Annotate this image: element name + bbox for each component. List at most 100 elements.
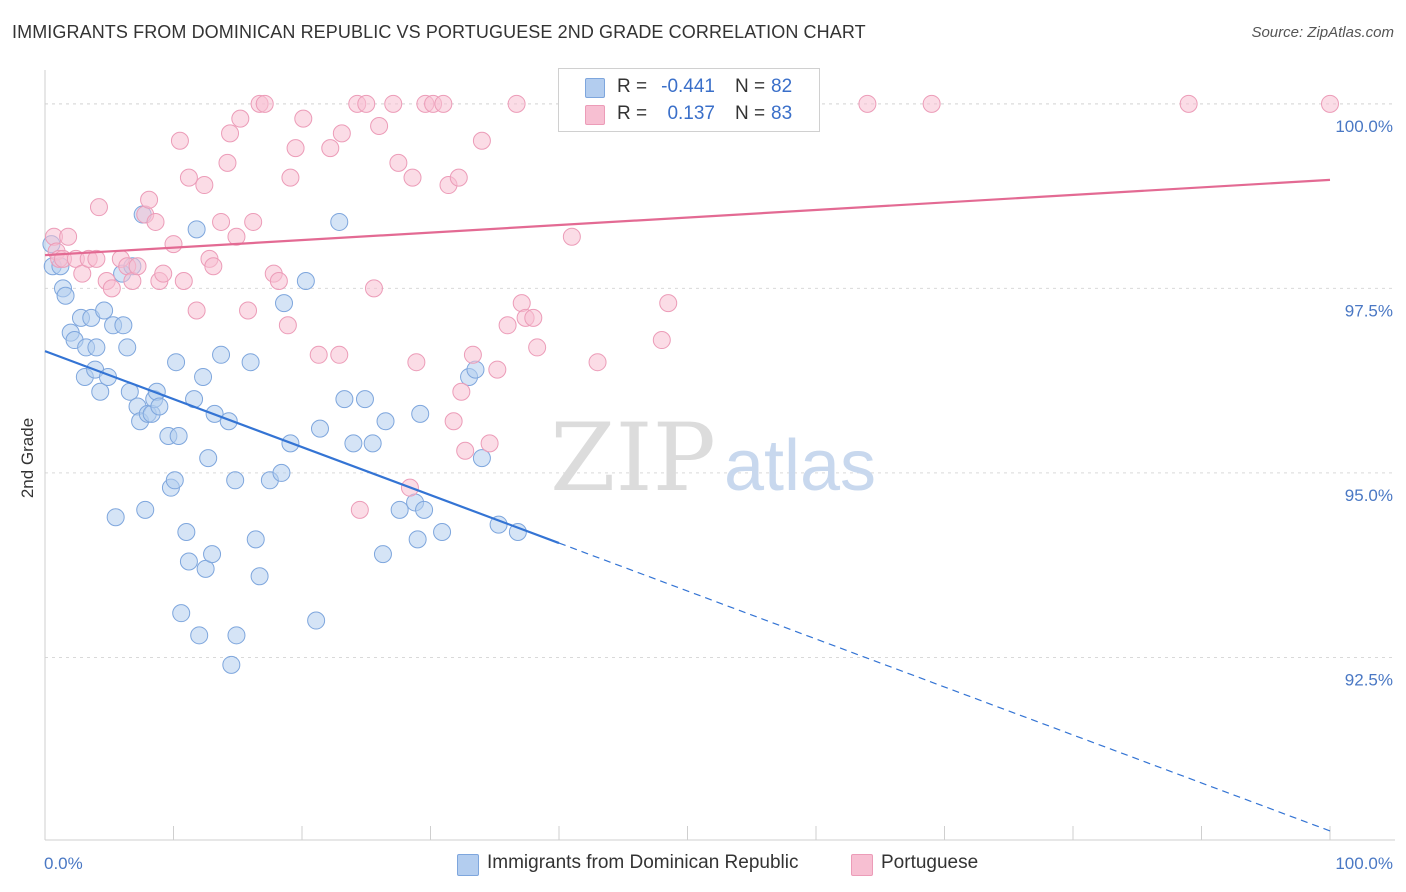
data-point-portuguese [562, 227, 581, 246]
data-point-dominican [95, 301, 114, 320]
y-tick-label: 100.0% [1335, 117, 1393, 136]
data-point-portuguese [286, 139, 305, 158]
data-point-portuguese [488, 360, 507, 379]
data-point-dominican [376, 412, 395, 431]
data-point-portuguese [231, 109, 250, 128]
data-point-portuguese [146, 212, 165, 231]
data-point-portuguese [389, 153, 408, 172]
data-point-portuguese [370, 116, 389, 135]
data-point-portuguese [922, 94, 941, 113]
data-point-dominican [330, 212, 349, 231]
data-point-portuguese [221, 124, 240, 143]
data-point-portuguese [384, 94, 403, 113]
data-point-portuguese [507, 94, 526, 113]
data-point-dominican [355, 390, 374, 409]
y-tick-label: 92.5% [1345, 670, 1393, 689]
data-point-dominican [415, 500, 434, 519]
tick-labels: 92.5% 95.0% 97.5% 100.0% 0.0% 100.0% [44, 117, 1393, 873]
data-point-dominican [165, 471, 184, 490]
data-point-dominican [373, 545, 392, 564]
data-point-portuguese [195, 176, 214, 195]
data-point-dominican [310, 419, 329, 438]
trend-lines [44, 178, 1331, 832]
x-tick-label: 0.0% [44, 854, 83, 873]
data-point-portuguese [472, 131, 491, 150]
data-point-dominican [194, 367, 213, 386]
data-point-dominican [272, 463, 291, 482]
data-point-portuguese [403, 168, 422, 187]
data-point-portuguese [179, 168, 198, 187]
data-point-dominican [250, 567, 269, 586]
y-tick-label: 95.0% [1345, 486, 1393, 505]
series-legend: Immigrants from Dominican Republic Portu… [0, 852, 1406, 878]
data-point-dominican [172, 604, 191, 623]
series-pink-points [44, 94, 1339, 519]
data-point-portuguese [102, 279, 121, 298]
data-point-dominican [222, 655, 241, 674]
data-point-portuguese [659, 294, 678, 313]
legend-r-label: R = [617, 76, 648, 97]
data-point-portuguese [1179, 94, 1198, 113]
data-point-portuguese [59, 227, 78, 246]
axes [44, 70, 1395, 841]
y-axis-title: 2nd Grade [18, 418, 37, 498]
data-point-dominican [91, 382, 110, 401]
source-label: Source: ZipAtlas.com [1251, 24, 1394, 41]
data-point-portuguese [278, 316, 297, 335]
data-point-dominican [203, 545, 222, 564]
legend-row-pink: R = 0.137 N = 83 [559, 101, 819, 129]
data-point-portuguese [456, 441, 475, 460]
data-point-dominican [106, 508, 125, 527]
trend-line-dominican-projection [558, 542, 1331, 832]
chart-title: IMMIGRANTS FROM DOMINICAN REPUBLIC VS PO… [12, 22, 866, 42]
data-point-portuguese [212, 212, 231, 231]
data-point-dominican [226, 471, 245, 490]
data-point-dominican [246, 530, 265, 549]
data-point-portuguese [309, 345, 328, 364]
legend-label-dominican: Immigrants from Dominican Republic [487, 852, 799, 873]
data-point-portuguese [407, 353, 426, 372]
data-point-portuguese [128, 257, 147, 276]
data-point-dominican [363, 434, 382, 453]
data-point-dominican [466, 360, 485, 379]
data-point-portuguese [1321, 94, 1339, 113]
series-blue-points [42, 205, 527, 674]
legend-swatch-blue [585, 78, 605, 98]
data-point-portuguese [244, 212, 263, 231]
data-point-dominican [179, 552, 198, 571]
data-point-dominican [114, 316, 133, 335]
legend-swatch-pink [851, 854, 873, 876]
data-point-dominican [433, 522, 452, 541]
data-point-portuguese [174, 271, 193, 290]
data-point-dominican [187, 220, 206, 239]
legend-r-value: -0.441 [661, 76, 715, 97]
legend-r-value: 0.137 [667, 103, 715, 124]
data-point-dominican [190, 626, 209, 645]
data-point-dominican [335, 390, 354, 409]
data-point-portuguese [255, 94, 274, 113]
data-point-portuguese [187, 301, 206, 320]
legend-n-value: 83 [771, 103, 793, 124]
data-point-portuguese [294, 109, 313, 128]
data-point-portuguese [434, 94, 453, 113]
legend-swatch-pink [585, 105, 605, 125]
data-point-dominican [150, 397, 169, 416]
data-point-portuguese [154, 264, 173, 283]
data-point-dominican [56, 286, 75, 305]
data-point-portuguese [528, 338, 547, 357]
data-point-portuguese [227, 227, 246, 246]
data-point-portuguese [204, 257, 223, 276]
watermark-atlas: atlas [724, 426, 876, 506]
data-point-portuguese [498, 316, 517, 335]
data-point-portuguese [332, 124, 351, 143]
data-point-dominican [408, 530, 427, 549]
data-point-dominican [87, 338, 106, 357]
data-point-portuguese [449, 168, 468, 187]
data-point-portuguese [330, 345, 349, 364]
legend-n-label: N = [735, 103, 766, 124]
data-point-portuguese [512, 294, 531, 313]
legend-r-label: R = [617, 103, 648, 124]
data-point-dominican [411, 404, 430, 423]
data-point-dominican [344, 434, 363, 453]
